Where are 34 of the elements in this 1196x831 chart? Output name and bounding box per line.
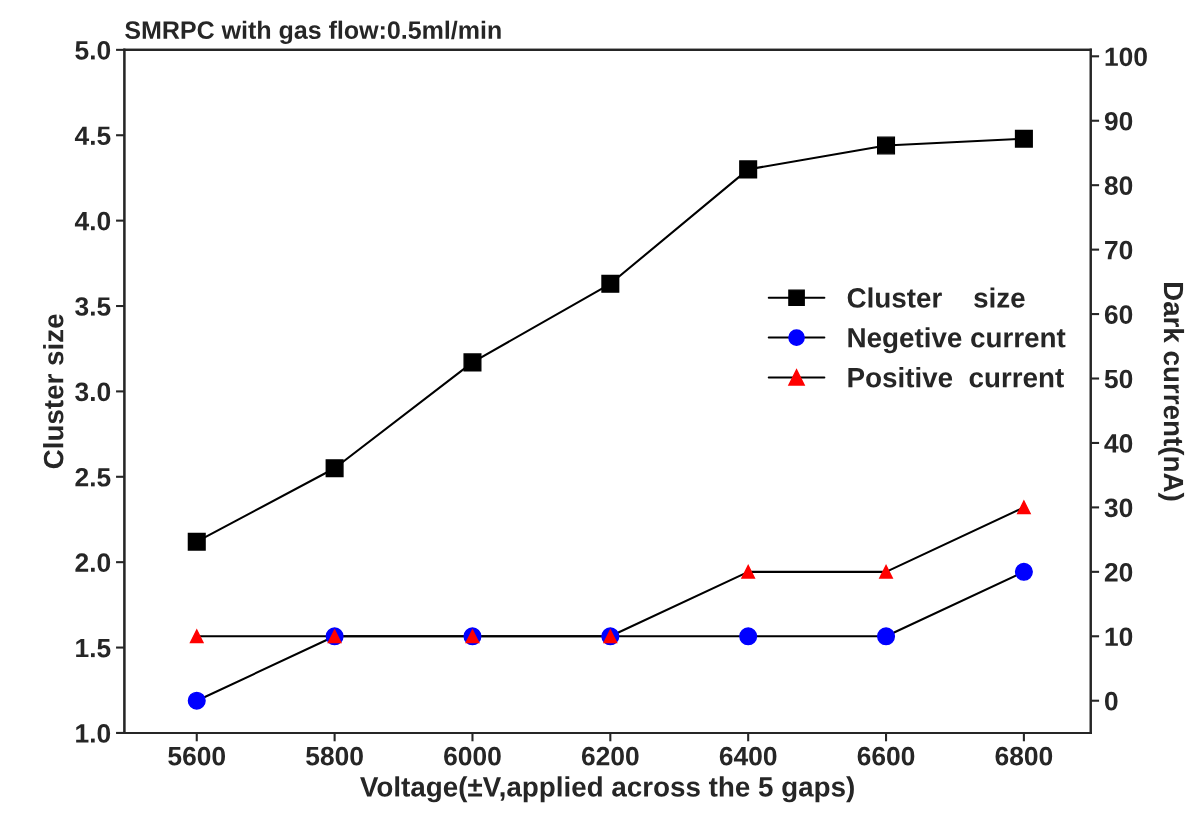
x-tick-label: 5800 xyxy=(306,746,363,766)
x-tick-label: 6800 xyxy=(995,746,1053,766)
legend-label: Positive current xyxy=(848,367,1064,388)
y-tick-label: 4.5 xyxy=(74,126,111,146)
y2-tick-label: 80 xyxy=(1104,176,1133,196)
y-tick-label: 2.5 xyxy=(75,467,111,487)
chart-title: SMRPC with gas flow:0.5ml/min xyxy=(125,20,501,45)
y-tick-label: 4.0 xyxy=(74,211,111,231)
y2-tick-label: 0 xyxy=(1104,691,1118,711)
y2-axis-title: Dark current(nA) xyxy=(1158,282,1185,501)
y-tick-label: 3.0 xyxy=(75,382,111,402)
y2-tick-label: 30 xyxy=(1104,498,1133,518)
y-tick-label: 5.0 xyxy=(75,40,111,60)
y2-tick-label: 60 xyxy=(1104,305,1133,324)
x-tick-label: 6400 xyxy=(719,746,777,766)
x-tick-label: 5600 xyxy=(168,746,226,766)
y2-tick-label: 40 xyxy=(1104,434,1133,453)
y2-tick-label: 10 xyxy=(1105,627,1133,647)
y-axis-title: Cluster size xyxy=(43,314,64,469)
legend-label: Negetive current xyxy=(848,327,1066,354)
y2-tick-label: 70 xyxy=(1105,240,1133,260)
y-tick-label: 2.0 xyxy=(75,553,111,572)
y-tick-label: 1.5 xyxy=(76,638,111,658)
x-tick-label: 6600 xyxy=(857,746,915,766)
x-tick-label: 6000 xyxy=(444,746,501,766)
y2-tick-label: 20 xyxy=(1104,562,1133,582)
x-tick-label: 6200 xyxy=(581,746,639,766)
y2-tick-label: 90 xyxy=(1104,111,1133,131)
legend-label: Cluster size xyxy=(847,287,1025,308)
y2-tick-label: 100 xyxy=(1105,47,1147,67)
y-tick-label: 1.0 xyxy=(76,724,111,743)
y2-tick-label: 50 xyxy=(1104,369,1133,389)
y-tick-label: 3.5 xyxy=(75,297,111,316)
x-axis-title: Voltage(±V,applied across the 5 gaps) xyxy=(360,776,854,803)
